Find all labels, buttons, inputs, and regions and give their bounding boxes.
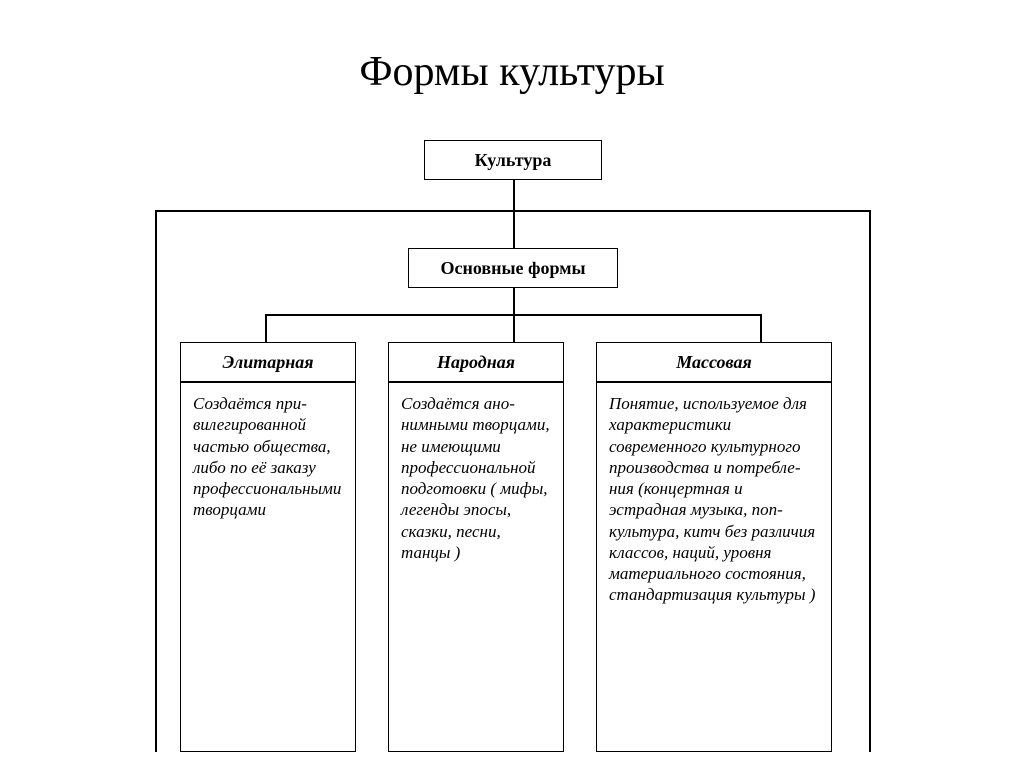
conn-mid-to-forms [513,210,515,248]
col-header-elite: Элитарная [180,342,356,382]
col-header-mass: Массовая [596,342,832,382]
forms-box: Основные формы [408,248,618,288]
col-header-folk: Народная [388,342,564,382]
col-header-label: Массовая [676,352,751,373]
col-header-label: Элитарная [222,352,313,373]
root-label: Культура [475,150,552,171]
conn-col-2-drop [760,314,762,342]
col-desc-elite: Создаётся при­вилегированной частью обще… [180,382,356,752]
col-desc-folk: Создаётся ано­нимными твор­цами, не имею… [388,382,564,752]
page-title: Формы культуры [0,48,1024,96]
diagram-page: Формы культуры Культура Основные формы Э… [0,0,1024,767]
conn-side-right [869,210,871,752]
conn-side-left [155,210,157,752]
conn-forms-down [513,288,515,314]
root-box: Культура [424,140,602,180]
col-desc-text: Понятие, используе­мое для характерис­ти… [609,394,815,604]
col-desc-text: Создаётся ано­нимными твор­цами, не имею… [401,394,550,562]
col-desc-text: Создаётся при­вилегированной частью обще… [193,394,341,519]
conn-col-1-drop [513,314,515,342]
col-desc-mass: Понятие, используе­мое для характерис­ти… [596,382,832,752]
col-header-label: Народная [437,352,515,373]
conn-root-down [513,180,515,210]
forms-label: Основные формы [440,258,585,279]
conn-col-0-drop [265,314,267,342]
